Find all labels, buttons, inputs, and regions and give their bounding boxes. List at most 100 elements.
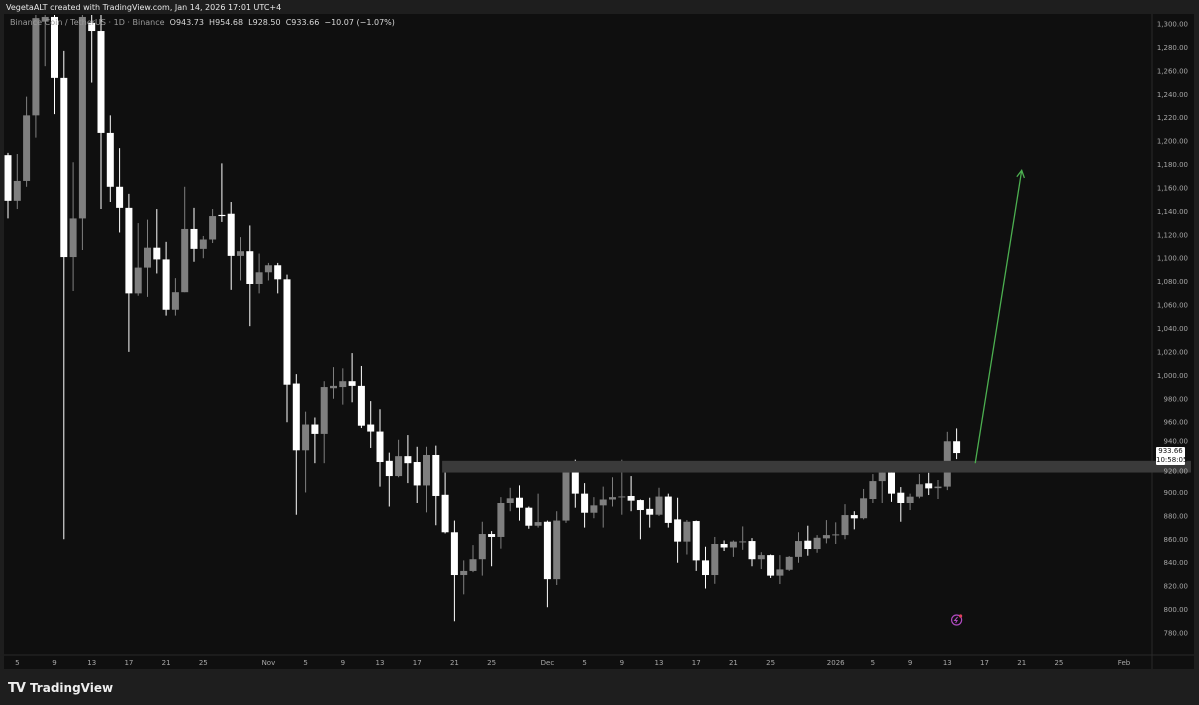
chart-panel[interactable] (4, 14, 1194, 669)
candle (562, 467, 570, 523)
candle (804, 525, 812, 556)
time-tick-label: 17 (980, 659, 989, 667)
candle (590, 497, 598, 519)
candle (813, 535, 821, 553)
candle (720, 540, 728, 552)
candle (218, 163, 226, 222)
candle-body (246, 251, 254, 284)
candle-body (432, 454, 440, 496)
brand-name: TradingView (29, 681, 114, 695)
candle-body (357, 385, 365, 426)
candle (906, 493, 914, 511)
time-tick-label: 25 (487, 659, 496, 667)
price-tick-label: 1,140.00 (1157, 208, 1188, 216)
candle-body (78, 16, 86, 219)
time-tick-label: 25 (199, 659, 208, 667)
candle-body (348, 381, 356, 386)
time-tick-label: 13 (943, 659, 952, 667)
time-tick-label: 5 (15, 659, 19, 667)
candle-body (534, 522, 542, 526)
candle (395, 439, 403, 478)
candle (683, 519, 691, 555)
candle (599, 486, 607, 528)
candle (469, 545, 477, 573)
candle-body (553, 520, 561, 580)
candle-body (683, 521, 691, 542)
price-tick-label: 800.00 (1164, 606, 1189, 614)
candle-body (199, 239, 207, 249)
candle (385, 452, 393, 507)
candle (199, 235, 207, 259)
candle (953, 428, 961, 460)
candle-body (860, 498, 868, 519)
candle (264, 262, 272, 281)
price-tick-label: 860.00 (1164, 536, 1189, 544)
candle-body (497, 503, 505, 537)
candle-body (767, 555, 775, 576)
candle-body (218, 214, 226, 217)
time-tick-label: 13 (376, 659, 385, 667)
candle (915, 474, 923, 499)
candle-body (450, 532, 458, 576)
candle (330, 367, 337, 399)
candle (748, 538, 756, 567)
candle (181, 186, 189, 293)
candle (497, 497, 505, 549)
last-price: 933.66 (1158, 447, 1183, 456)
candle-body (674, 519, 682, 542)
candle-body (850, 515, 858, 519)
candle-body (441, 494, 449, 533)
price-tick-label: 820.00 (1164, 583, 1189, 591)
candle (357, 365, 365, 429)
candle (23, 96, 31, 187)
candle-body (162, 259, 170, 310)
time-tick-label: 13 (655, 659, 664, 667)
ohlc-high: H954.68 (209, 18, 244, 27)
tradingview-branding[interactable]: TV TradingView (8, 680, 113, 696)
candle-body (748, 541, 756, 560)
candle (311, 417, 319, 464)
symbol-name[interactable]: Binance Coin / TetherUS · 1D · Binance (10, 18, 165, 27)
candle-body (795, 541, 802, 557)
candle-body (720, 543, 728, 548)
price-tick-label: 1,040.00 (1157, 325, 1188, 333)
last-price-label: 933.66 10:58:05 (1156, 447, 1187, 466)
candle (776, 555, 784, 585)
candle-body (488, 534, 496, 537)
candle-body (283, 279, 291, 385)
candle (171, 278, 179, 316)
price-tick-label: 780.00 (1164, 630, 1189, 638)
candle-body (413, 462, 421, 486)
candle (116, 148, 124, 233)
candle-body (460, 570, 468, 576)
candle-body (134, 267, 142, 294)
candle (636, 499, 644, 540)
candle-body (581, 493, 589, 513)
event-dot (959, 614, 963, 618)
candle (664, 493, 672, 528)
lightning-icon (950, 614, 963, 626)
candle-body (69, 218, 77, 258)
candle (162, 241, 170, 316)
candle-body (209, 216, 217, 240)
candle-body (776, 569, 784, 576)
candle (627, 476, 635, 512)
time-tick-label: 9 (620, 659, 624, 667)
candle-body (97, 31, 105, 133)
candle-body (292, 383, 300, 451)
price-tick-label: 940.00 (1164, 438, 1189, 446)
symbol-legend: Binance Coin / TetherUS · 1D · Binance O… (10, 18, 395, 27)
price-tick-label: 1,100.00 (1157, 255, 1188, 263)
resistance-zone (442, 460, 1192, 473)
candle (4, 152, 12, 219)
time-tick-label: Feb (1118, 659, 1131, 667)
time-tick-label: 21 (162, 659, 171, 667)
price-tick-label: 1,220.00 (1157, 114, 1188, 122)
candle-body (41, 16, 49, 22)
ohlc-low: L928.50 (248, 18, 281, 27)
candle (292, 374, 300, 515)
candle (795, 532, 802, 563)
candle-body (543, 521, 551, 580)
candle (274, 262, 282, 294)
